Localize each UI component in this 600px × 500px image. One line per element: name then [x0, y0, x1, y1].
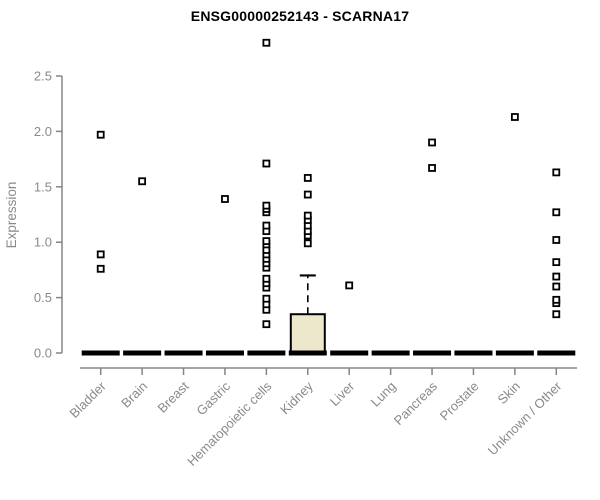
outlier-point — [510, 113, 519, 121]
x-category-label: Skin — [495, 379, 523, 407]
outlier-point — [138, 177, 147, 186]
outlier-point — [262, 159, 271, 168]
x-category-label: Gastric — [193, 378, 233, 418]
x-category-label: Kidney — [277, 378, 316, 417]
y-tick-label: 2.0 — [34, 124, 52, 139]
chart-title: ENSG00000252143 - SCARNA17 — [190, 8, 410, 24]
outlier-point — [552, 258, 561, 267]
outlier-point — [552, 272, 561, 281]
y-tick-label: 1.0 — [34, 235, 52, 250]
outlier-point — [552, 295, 561, 304]
outlier-point — [303, 174, 312, 182]
outlier-point — [96, 264, 105, 273]
outlier-point — [552, 168, 561, 177]
outlier-point — [552, 236, 561, 244]
outlier-point — [96, 250, 105, 259]
outlier-point — [303, 239, 312, 248]
outlier-point — [262, 38, 271, 47]
x-category-label: Liver — [327, 378, 358, 409]
outlier-point — [221, 195, 229, 203]
y-axis-label: Expression — [4, 182, 19, 249]
outlier-point — [303, 211, 312, 220]
outlier-point — [303, 190, 312, 199]
x-category-label: Unknown / Other — [485, 378, 565, 458]
y-tick-label: 0.5 — [34, 290, 52, 305]
outlier-point — [262, 221, 271, 230]
outlier-point — [428, 138, 436, 147]
x-category-label: Lung — [368, 379, 399, 410]
x-category-label: Brain — [118, 379, 150, 411]
outlier-point — [552, 208, 561, 217]
outlier-point — [345, 281, 354, 290]
y-tick-label: 2.5 — [34, 69, 52, 84]
outlier-point — [96, 130, 105, 139]
outlier-point — [262, 274, 271, 283]
x-category-label: Prostate — [437, 379, 482, 424]
y-tick-label: 0.0 — [34, 346, 52, 361]
outlier-point — [552, 282, 561, 291]
x-category-label: Breast — [154, 378, 191, 415]
outlier-point — [262, 201, 271, 210]
outlier-point — [552, 310, 561, 319]
box — [289, 313, 326, 354]
y-tick-label: 1.5 — [34, 179, 52, 194]
outlier-point — [262, 320, 271, 329]
x-category-label: Pancreas — [391, 378, 441, 428]
outlier-point — [262, 237, 271, 245]
outlier-point — [262, 294, 271, 303]
x-category-label: Bladder — [67, 378, 110, 421]
outlier-point — [428, 164, 436, 172]
